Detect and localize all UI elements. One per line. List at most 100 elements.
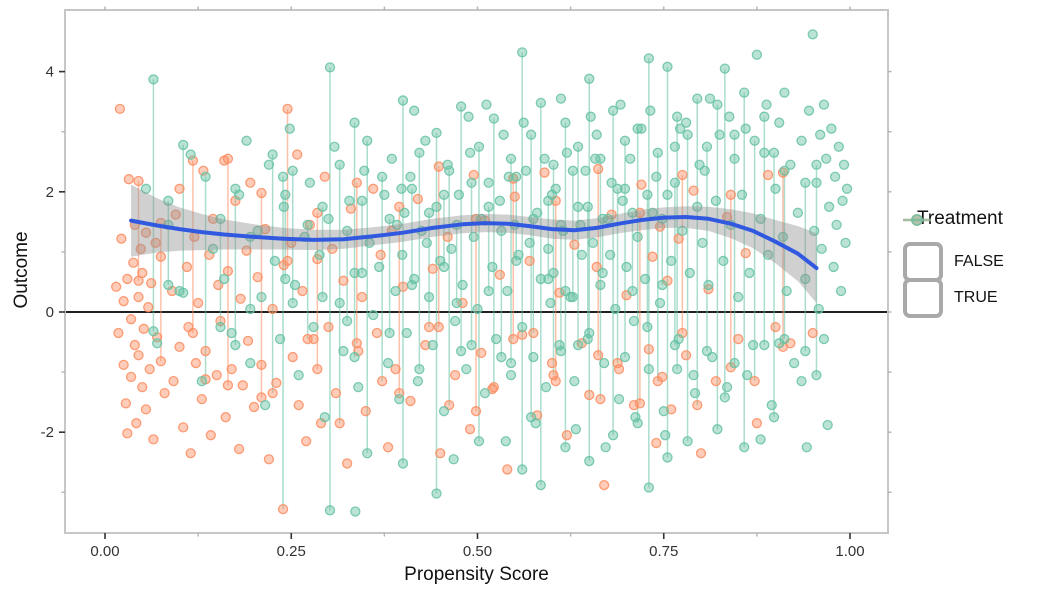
legend: Treatment FALSE TRUE [903,208,1050,318]
scatter-point-false [205,430,216,441]
scatter-point-false [651,437,662,449]
scatter-point-true [625,153,636,164]
scatter-point-true [597,267,608,279]
scatter-point-false [198,165,209,176]
scatter-point-true [701,141,713,152]
scatter-point-true [630,412,641,423]
legend-title: Treatment [917,208,1003,229]
scatter-point-true [560,285,571,297]
scatter-point-true [379,189,390,200]
scatter-point-true [615,99,626,110]
scatter-point-true [431,201,442,212]
scatter-point-true [697,237,708,249]
legend-item-false: FALSE [903,214,1050,282]
scatter-point-false [271,377,282,389]
points-layer [111,29,853,517]
scatter-point-true [550,183,561,194]
scatter-point-true [463,111,474,122]
scatter-point-false [267,387,278,399]
scatter-point-true [406,183,418,194]
scatter-point-false [133,350,144,361]
scatter-point-true [792,207,803,218]
scatter-point-true [712,99,723,110]
scatter-point-true [483,285,494,297]
scatter-point-true [742,369,753,381]
scatter-point-false [652,375,663,387]
scatter-point-true [645,105,656,116]
scatter-point-true [755,434,766,445]
scatter-point-false [174,183,185,194]
scatter-point-true [818,99,830,110]
scatter-point-false [302,333,313,345]
scatter-point-true [362,135,373,146]
scatter-point-true [196,375,208,387]
scatter-point-true [677,225,688,237]
scatter-point-true [689,387,701,399]
scatter-point-false [168,375,179,387]
scatter-point-true [672,363,683,375]
scatter-point-true [505,369,517,381]
scatter-point-true [766,400,777,411]
scatter-point-true [245,357,256,369]
scatter-point-true [684,267,695,279]
legend-item-true: TRUE [903,214,1050,318]
x-tick-label: 0.25 [277,543,306,560]
scatter-point-true [692,201,703,212]
scatter-point-true [669,177,681,188]
scatter-point-true [274,333,286,345]
scatter-point-true [560,442,571,453]
scatter-point-true [488,113,500,124]
scatter-point-true [543,273,554,285]
scatter-point-false [382,442,394,453]
scatter-point-true [682,129,693,140]
scatter-point-false [252,271,263,283]
scatter-point-true [277,171,289,182]
scatter-point-false [181,261,193,273]
scatter-point-true [729,357,740,369]
scatter-point-false [187,327,199,339]
scatter-point-true [567,291,579,303]
scatter-point-true [669,339,681,351]
scatter-point-false [235,293,246,304]
scatter-point-false [517,329,528,340]
scatter-point-true [374,261,385,273]
scatter-point-true [672,111,683,122]
x-tick-label: 0.75 [649,543,678,560]
scatter-point-true [483,177,494,188]
scatter-point-true [680,117,692,128]
scatter-point-true [219,273,230,285]
scatter-point-true [744,267,755,279]
x-tick-label: 1.00 [835,543,864,560]
scatter-point-true [768,412,780,423]
scatter-point-false [435,448,446,459]
scatter-point-true [580,165,591,176]
legend-rows: FALSE TRUE [903,214,1050,318]
scatter-point-true [391,219,403,231]
scatter-point-true [602,213,614,224]
scatter-point-true [269,255,281,267]
scatter-point-true [606,177,617,188]
scatter-point-false [233,443,245,455]
scatter-point-false [733,333,744,345]
scatter-point-true [719,392,730,403]
scatter-point-false [260,223,271,235]
scatter-point-false [666,404,677,415]
scatter-point-true [692,93,703,104]
legend-key-false [903,214,943,282]
scatter-point-false [476,347,487,359]
scatter-point-true [314,249,325,261]
scatter-point-true [317,291,328,303]
scatter-point-false [470,406,482,417]
scatter-point-true [813,303,824,315]
scatter-point-true [329,141,340,152]
scatter-point-true [807,29,818,40]
scatter-point-true [362,448,373,459]
scatter-point-false [242,335,254,346]
scatter-point-false [593,163,604,175]
scatter-point-true [405,171,416,182]
scatter-point-true [759,111,770,122]
scatter-point-true [500,436,511,447]
scatter-point-true [438,406,450,417]
scatter-point-true [245,303,256,315]
